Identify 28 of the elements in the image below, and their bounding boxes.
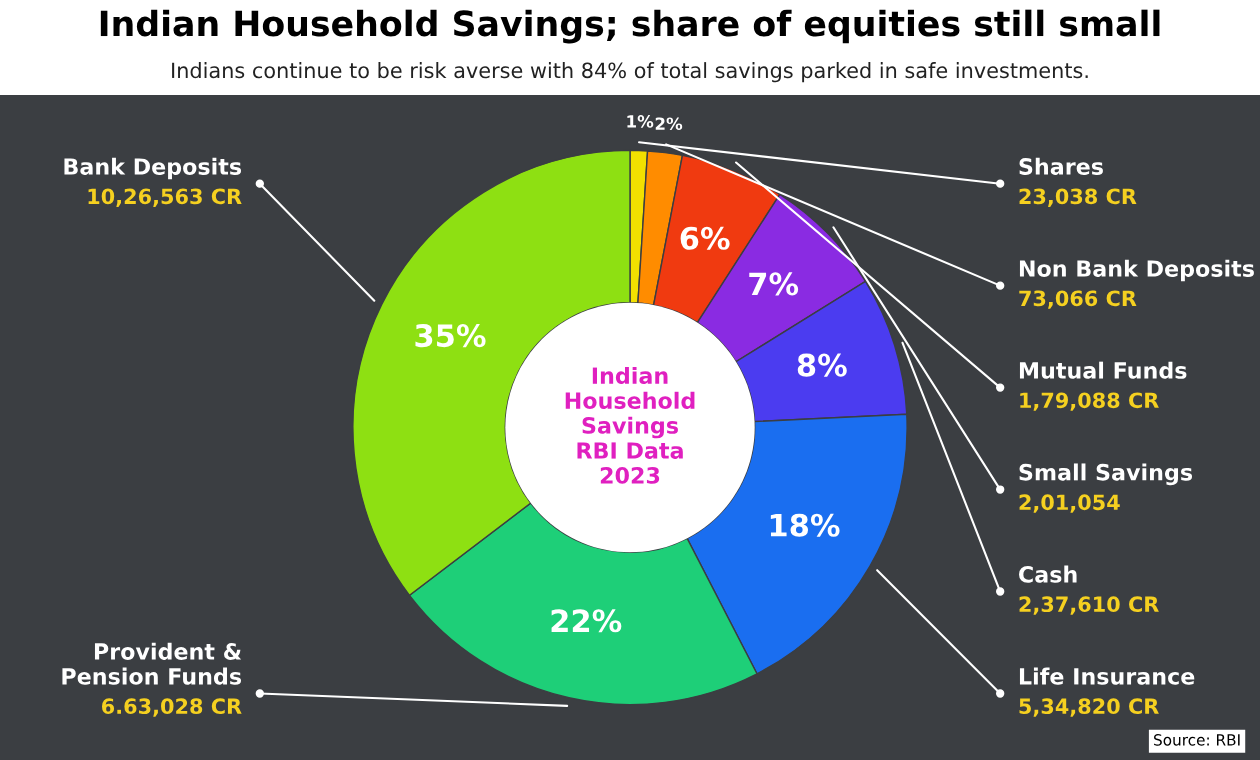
slice-label: Cash [1019,565,1077,583]
chart-title: Indian Household Savings; share of equities still small [100,9,1160,44]
text: 10,26,563 CR [88,188,242,207]
data-label: 7% [749,272,799,296]
data-label: 1% [627,115,654,128]
slice-label: Mutual Funds [1019,361,1187,379]
source-note: Source: RBI [1154,734,1240,746]
slice-label: Bank Deposits [64,157,242,180]
slice-label: Non Bank Deposits [1019,259,1254,282]
data-label: 35% [415,324,486,348]
data-label: 6% [680,226,730,250]
text: Indian Household Savings RBI Data 2023 [565,366,695,484]
text: 6.63,028 CR [101,698,242,717]
text: 2,37,610 CR [1019,596,1159,615]
text: 1,79,088 CR [1020,392,1159,411]
text: 2,01,054 [1019,494,1120,513]
text: 23,038 CR [1019,188,1137,207]
data-label: 8% [797,353,847,377]
chart-subtitle: Indians continue to be risk averse with 84% of total savings parked in safe investments. [172,62,1088,83]
data-label: 18% [770,513,840,537]
data-label: 22% [551,609,622,633]
slice-label: Shares [1019,157,1103,175]
text: 5,34,820 CR [1019,698,1159,717]
text: 73,066 CR [1019,290,1137,309]
slice-label: Small Savings [1019,463,1193,486]
slice-label: Life Insurance [1019,667,1195,685]
data-label: 2% [655,117,683,130]
slice-label: Provident & Pension Funds [62,642,242,685]
